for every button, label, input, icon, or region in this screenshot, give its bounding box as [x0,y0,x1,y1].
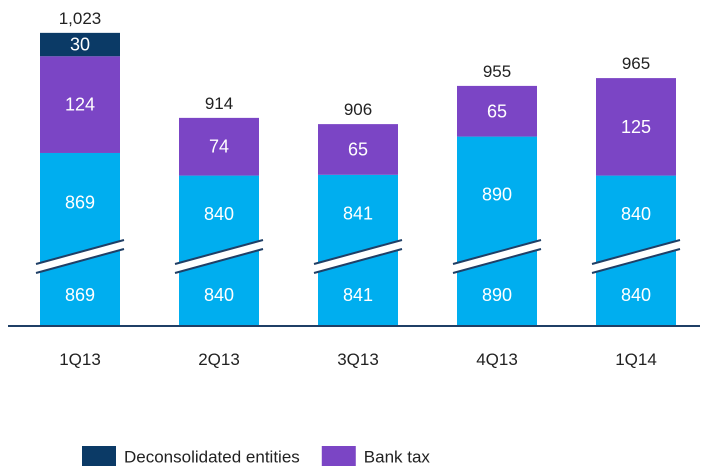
segment-value-label: 124 [65,95,95,115]
segment-value-label: 840 [204,285,234,305]
segment-value-label: 65 [348,139,368,159]
segment-value-label: 65 [487,101,507,121]
axis-break-gap [36,240,124,273]
axis-break-line [452,239,542,265]
legend: Deconsolidated entities Bank tax [82,446,430,466]
axis-break-line [35,239,125,265]
axis-break-line [35,248,125,274]
axis-break-line [313,248,403,274]
segment-labels: 869 869 124 30 840 840 74 841 841 65 890 890 65 840 84… [65,35,651,305]
axis-break-gap [314,240,402,273]
x-tick-label: 2Q13 [198,350,240,369]
bar-segment [457,85,537,137]
bar-segment [596,78,676,176]
legend-label: Deconsolidated entities [124,448,300,466]
total-labels: 1,023 914 906 955 965 [59,9,650,119]
bar-segment [40,32,120,57]
bars-layer [40,32,676,325]
axis-break-line [591,248,681,274]
segment-value-label: 125 [621,117,651,137]
axis-break-line [174,239,264,265]
axis-break-marks [35,239,681,274]
axis-break-line [313,239,403,265]
bar-segment [457,136,537,325]
segment-value-label: 74 [209,137,229,157]
axis-break-gap [175,240,263,273]
segment-value-label: 869 [65,285,95,305]
bar-total-label: 906 [344,100,372,119]
axis-break-gap [453,240,541,273]
segment-value-label: 840 [621,204,651,224]
segment-value-label: 840 [621,285,651,305]
bar-segment [179,117,259,176]
axis-break-line [174,248,264,274]
x-tick-label: 4Q13 [476,350,518,369]
x-tick-label: 1Q13 [59,350,101,369]
segment-value-label: 30 [70,35,90,55]
axis-break-gap [592,240,680,273]
segment-value-label: 840 [204,204,234,224]
segment-value-label: 841 [343,203,373,223]
x-tick-labels: 1Q13 2Q13 3Q13 4Q13 1Q14 [59,350,657,369]
bar-segment [40,56,120,153]
x-tick-label: 3Q13 [337,350,379,369]
legend-swatch [82,446,116,466]
segment-value-label: 841 [343,285,373,305]
bar-segment [318,124,398,175]
axis-break-line [452,248,542,274]
bar-total-label: 1,023 [59,9,102,28]
legend-label: Bank tax [364,448,431,466]
segment-value-label: 890 [482,285,512,305]
axis-break-line [591,239,681,265]
segment-value-label: 890 [482,184,512,204]
bar-total-label: 965 [622,54,650,73]
bar-total-label: 955 [483,62,511,81]
legend-swatch [321,446,356,466]
bar-segment [40,152,120,325]
segment-value-label: 869 [65,192,95,212]
x-tick-label: 1Q14 [615,350,657,369]
bar-total-label: 914 [205,94,233,113]
